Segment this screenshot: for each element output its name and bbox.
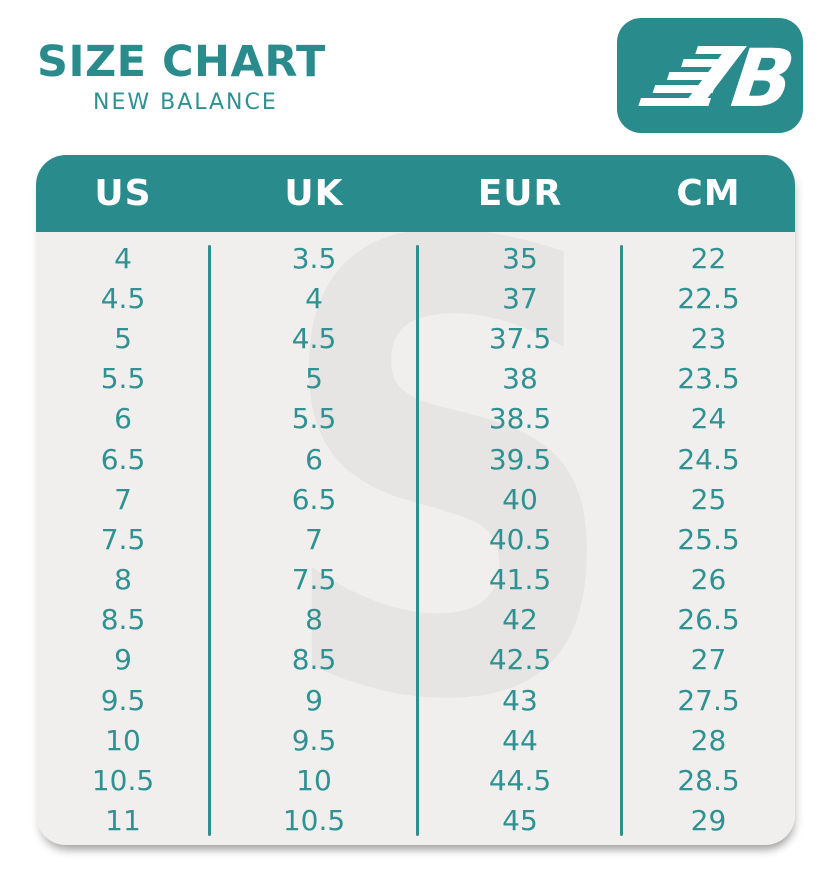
new-balance-logo: B <box>617 18 803 133</box>
cell-eur: 42.5 <box>488 643 552 677</box>
cell-uk: 6 <box>305 442 323 476</box>
cell-cm: 24.5 <box>677 442 740 476</box>
cell-uk: 8.5 <box>291 643 337 677</box>
cell-uk: 8 <box>305 603 323 637</box>
cell-eur: 38.5 <box>488 402 552 436</box>
cell-eur: 42 <box>502 603 538 637</box>
cell-cm: 27.5 <box>677 683 740 717</box>
cell-cm: 24 <box>690 402 727 436</box>
table-row: 10.5 10 44.5 28.5 <box>36 760 795 800</box>
column-divider-eur-cm <box>620 245 623 836</box>
size-table-card: US UK EUR CM S 4 3.5 35 22 4.5 4 37 22.5… <box>36 155 795 845</box>
cell-cm: 22.5 <box>677 281 740 315</box>
cell-cm: 27 <box>690 643 727 677</box>
cell-eur: 38 <box>502 362 538 396</box>
table-row: 11 10.5 45 29 <box>36 801 795 841</box>
cell-uk: 5 <box>305 362 323 396</box>
cell-cm: 25 <box>690 482 727 516</box>
cell-uk: 9.5 <box>291 723 337 757</box>
table-row: 6 5.5 38.5 24 <box>36 399 795 439</box>
table-row: 4 3.5 35 22 <box>36 238 795 278</box>
cell-us: 10 <box>105 723 141 757</box>
cell-uk: 7.5 <box>291 563 337 597</box>
table-row: 4.5 4 37 22.5 <box>36 278 795 318</box>
table-row: 9.5 9 43 27.5 <box>36 680 795 720</box>
table-row: 5.5 5 38 23.5 <box>36 359 795 399</box>
cell-uk: 3.5 <box>291 241 337 275</box>
cell-cm: 25.5 <box>677 522 740 556</box>
cell-us: 10.5 <box>91 764 155 798</box>
cell-eur: 44 <box>502 723 538 757</box>
column-header-uk: UK <box>284 173 344 214</box>
table-body: S 4 3.5 35 22 4.5 4 37 22.5 5 4.5 37.5 2… <box>36 232 795 845</box>
column-header-cm: CM <box>676 173 741 214</box>
table-row: 7.5 7 40.5 25.5 <box>36 519 795 559</box>
cell-cm: 22 <box>690 241 727 275</box>
cell-uk: 4 <box>305 281 323 315</box>
cell-eur: 41.5 <box>488 563 552 597</box>
cell-cm: 26 <box>690 563 727 597</box>
cell-cm: 23.5 <box>677 362 740 396</box>
cell-us: 7 <box>114 482 132 516</box>
column-divider-us-uk <box>208 245 211 836</box>
cell-us: 9 <box>114 643 132 677</box>
cell-us: 8 <box>114 563 132 597</box>
table-row: 9 8.5 42.5 27 <box>36 640 795 680</box>
table-row: 6.5 6 39.5 24.5 <box>36 439 795 479</box>
column-divider-uk-eur <box>416 245 419 836</box>
cell-uk: 10 <box>296 764 332 798</box>
cell-us: 5 <box>114 321 132 355</box>
cell-uk: 7 <box>305 522 323 556</box>
cell-eur: 45 <box>502 804 538 838</box>
cell-uk: 4.5 <box>291 321 337 355</box>
cell-us: 9.5 <box>100 683 146 717</box>
cell-us: 7.5 <box>100 522 146 556</box>
cell-uk: 6.5 <box>291 482 337 516</box>
cell-cm: 28.5 <box>677 764 740 798</box>
cell-eur: 37.5 <box>488 321 552 355</box>
cell-cm: 28 <box>690 723 727 757</box>
table-header-row: US UK EUR CM <box>36 155 795 232</box>
new-balance-logo-icon: B <box>638 33 803 125</box>
table-row: 10 9.5 44 28 <box>36 720 795 760</box>
table-row: 8 7.5 41.5 26 <box>36 560 795 600</box>
cell-eur: 40 <box>502 482 538 516</box>
cell-us: 8.5 <box>100 603 146 637</box>
cell-cm: 26.5 <box>677 603 740 637</box>
cell-eur: 43 <box>502 683 538 717</box>
column-header-us: US <box>94 173 152 214</box>
cell-eur: 37 <box>502 281 538 315</box>
cell-cm: 29 <box>690 804 727 838</box>
table-row: 5 4.5 37.5 23 <box>36 318 795 358</box>
cell-us: 11 <box>105 804 141 838</box>
cell-eur: 44.5 <box>488 764 552 798</box>
cell-us: 5.5 <box>100 362 146 396</box>
page-title: SIZE CHART <box>37 37 326 87</box>
table-rows: 4 3.5 35 22 4.5 4 37 22.5 5 4.5 37.5 23 … <box>36 238 795 841</box>
title-block: SIZE CHART NEW BALANCE <box>37 37 326 116</box>
column-header-eur: EUR <box>477 173 563 214</box>
cell-us: 4.5 <box>100 281 146 315</box>
cell-eur: 35 <box>502 241 538 275</box>
cell-eur: 40.5 <box>488 522 552 556</box>
page-subtitle: NEW BALANCE <box>93 90 278 116</box>
table-row: 8.5 8 42 26.5 <box>36 600 795 640</box>
cell-cm: 23 <box>690 321 727 355</box>
cell-eur: 39.5 <box>488 442 552 476</box>
cell-us: 4 <box>114 241 132 275</box>
cell-uk: 5.5 <box>291 402 337 436</box>
cell-us: 6.5 <box>100 442 146 476</box>
cell-us: 6 <box>114 402 132 436</box>
cell-uk: 9 <box>305 683 323 717</box>
cell-uk: 10.5 <box>282 804 346 838</box>
table-row: 7 6.5 40 25 <box>36 479 795 519</box>
